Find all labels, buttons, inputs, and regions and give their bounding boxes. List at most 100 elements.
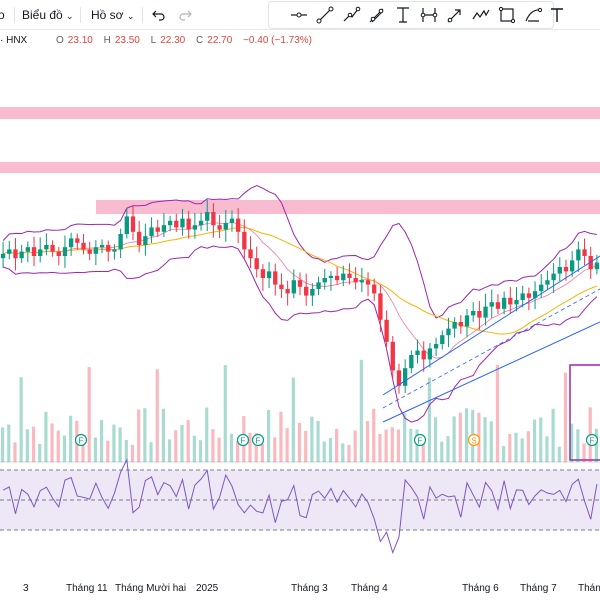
volume-bar: [31, 426, 36, 462]
rsi-line: [2, 458, 598, 555]
profile-menu-button[interactable]: Hồ sơ ⌄: [91, 6, 134, 24]
candle-body: [328, 275, 334, 278]
volume-bar: [594, 428, 598, 462]
volume-bar: [341, 443, 345, 462]
profile-menu-label: Hồ sơ: [91, 8, 124, 22]
candle-body: [279, 284, 284, 289]
candle-body: [415, 350, 420, 355]
horizontal-ray-icon[interactable]: [289, 5, 309, 25]
volume-bar: [13, 442, 17, 462]
candle-body: [347, 273, 352, 278]
brush-icon[interactable]: [367, 5, 387, 25]
candle-body: [31, 247, 37, 256]
candle-body: [62, 247, 68, 256]
candle-body: [266, 271, 272, 278]
path-icon[interactable]: [341, 5, 361, 25]
volume-bar: [384, 429, 388, 462]
candle-body: [254, 258, 259, 270]
candle-body: [508, 297, 513, 305]
candle-body: [421, 350, 426, 360]
text-fibonacci-icon[interactable]: [393, 5, 413, 25]
volume-bar: [279, 411, 283, 462]
chart-menu-button[interactable]: Biểu đồ ⌄: [22, 6, 74, 24]
volume-bar: [316, 420, 320, 462]
date-range-icon[interactable]: [419, 5, 439, 25]
candle-body: [186, 218, 191, 230]
channel-lower-line[interactable]: [382, 321, 600, 423]
volume-bar: [25, 429, 29, 462]
volume-bar: [50, 423, 54, 462]
wave-pattern-icon[interactable]: [471, 5, 491, 25]
candle-body: [304, 286, 309, 296]
resistance-zone[interactable]: [96, 200, 600, 214]
candle-body: [514, 300, 519, 305]
volume-bar: [458, 412, 462, 462]
volume-bar: [464, 408, 469, 462]
candle-body: [248, 249, 253, 259]
candle-body: [180, 218, 185, 228]
candle-body: [557, 267, 562, 274]
volume-bar: [118, 427, 122, 462]
volume-bar: [168, 439, 172, 462]
volume-bar: [489, 421, 493, 462]
candle-body: [124, 216, 129, 234]
undo-button[interactable]: [152, 6, 166, 24]
volume-bar: [576, 429, 580, 462]
symbol-label: · HNX: [0, 35, 28, 46]
channel-upper-line[interactable]: [382, 255, 600, 396]
volume-bar: [322, 441, 326, 462]
resistance-zone[interactable]: [0, 107, 600, 119]
shapes-icon[interactable]: [523, 5, 543, 25]
volume-bar: [106, 440, 110, 462]
volume-bar: [143, 408, 147, 462]
candle-body: [297, 280, 303, 287]
candle-body: [13, 249, 18, 259]
redo-button[interactable]: [178, 6, 192, 24]
candle-body: [322, 278, 327, 283]
candles: [0, 199, 600, 394]
candle-body: [365, 280, 371, 285]
resistance-zone[interactable]: [0, 162, 600, 173]
volume-bar: [514, 432, 518, 462]
candle-body: [501, 297, 507, 309]
volume-bar: [112, 424, 116, 462]
candle-body: [477, 311, 482, 318]
candle-body: [137, 231, 142, 245]
candle-body: [378, 293, 383, 320]
volume-bar: [353, 430, 357, 462]
candle-body: [112, 249, 117, 252]
ohlc-legend: · HNX O 23.10 H 23.50 L 22.30 C 22.70 −0.40 …: [0, 35, 316, 49]
chart-menu-label: Biểu đồ: [22, 8, 63, 22]
candle-body: [155, 227, 160, 232]
volume-bar: [19, 377, 23, 462]
volume-bar: [254, 432, 258, 462]
candle-body: [489, 302, 494, 307]
rectangle-icon[interactable]: [497, 5, 517, 25]
rsi-path: [2, 458, 598, 555]
volume-bar: [44, 411, 48, 462]
axis-tick: Tháng: [578, 583, 600, 594]
candle-body: [594, 262, 600, 270]
candle-body: [341, 273, 346, 281]
volume-bar: [285, 428, 289, 462]
undo-icon: [152, 10, 165, 21]
candle-body: [198, 220, 204, 226]
volume-bar: [372, 408, 376, 462]
volume-box[interactable]: [569, 364, 600, 461]
candle-body: [483, 306, 488, 318]
volume-bar: [87, 367, 91, 462]
candle-body: [433, 344, 439, 349]
trend-line-icon[interactable]: [315, 5, 335, 25]
candle-body: [526, 293, 532, 298]
arrow-icon[interactable]: [445, 5, 465, 25]
channel-mid-line[interactable]: [382, 288, 600, 409]
volume-bar: [99, 420, 104, 462]
candle-body: [446, 328, 451, 336]
candle-body: [471, 311, 476, 316]
text-icon[interactable]: [547, 5, 567, 25]
toolbar-divider: [14, 7, 15, 23]
low-value: L 22.30: [150, 35, 186, 46]
candle-body: [520, 293, 525, 300]
